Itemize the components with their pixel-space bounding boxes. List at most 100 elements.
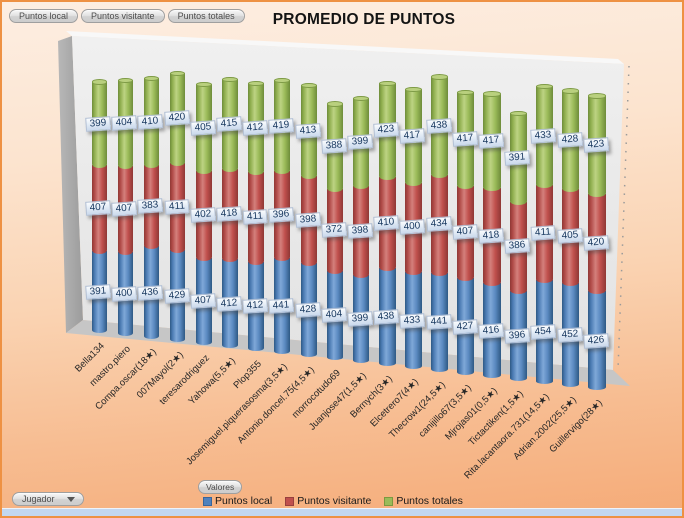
legend-swatch-red [285,496,295,506]
data-label: 427 [451,318,478,335]
data-label: 419 [268,117,295,134]
data-label: 402 [189,206,216,223]
data-label: 400 [111,285,137,302]
data-label: 391 [85,284,111,300]
data-label: 388 [320,138,347,155]
data-label: 407 [85,200,111,216]
legend-item-puntos-visitante[interactable]: Puntos visitante [285,495,371,507]
data-label: 412 [242,298,268,315]
legend-label: Puntos visitante [297,495,372,507]
field-button-bar: Puntos local Puntos visitante Puntos tot… [9,9,245,23]
cylinder-top-cap [143,75,160,82]
values-field-button[interactable]: Valores [198,480,243,494]
data-label: 417 [451,131,478,148]
cylinder-top-cap [509,110,527,117]
data-label: 416 [478,322,504,339]
data-label: 428 [294,302,321,318]
legend-item-puntos-local[interactable]: Puntos local [203,495,272,507]
data-label: 412 [242,119,268,136]
data-label: 407 [189,293,216,310]
wall-left-edge [58,36,83,333]
worksheet-edge-strip [2,508,682,516]
data-label: 405 [556,228,583,244]
field-button-puntos-local[interactable]: Puntos local [9,9,79,23]
legend-swatch-blue [203,496,212,506]
data-label: 434 [425,216,452,232]
data-label: 420 [163,110,190,126]
cylinder-top-cap [222,76,238,83]
cylinder-top-cap [274,77,291,84]
data-label: 410 [373,214,399,231]
data-label: 399 [85,115,111,132]
cylinder-top-cap [378,80,396,86]
chart-title: PROMEDIO DE PUNTOS [272,11,456,28]
data-label: 441 [425,314,452,331]
data-label: 413 [294,122,321,139]
legend-swatch-green [384,496,394,506]
legend-label: Puntos local [215,495,273,507]
cylinder-top-cap [91,79,107,85]
data-label: 405 [189,120,216,136]
data-label: 429 [163,288,190,305]
data-label: 411 [242,209,268,225]
cylinder-top-cap [483,91,501,97]
data-label: 438 [373,309,399,326]
data-label: 433 [530,127,557,144]
data-label: 436 [137,284,164,301]
cylinder-top-cap [352,95,370,102]
cylinder-top-cap [431,74,449,80]
cylinder-top-cap [561,88,580,94]
cylinder-top-cap [117,77,133,84]
data-label: 396 [504,327,530,344]
cylinder-top-cap [248,80,265,87]
legend-label: Puntos totales [396,495,463,507]
data-label: 423 [373,122,399,138]
cylinder-top-cap [535,83,554,90]
chevron-down-icon [66,496,75,502]
data-label: 391 [504,149,530,166]
cylinder-top-cap [326,101,343,107]
data-label: 417 [399,128,426,144]
data-label: 418 [216,206,242,222]
data-label: 398 [347,222,373,239]
data-label: 399 [347,134,373,151]
cylinder-top-cap [300,82,317,89]
cylinder-top-cap [587,93,606,99]
data-label: 383 [137,197,164,214]
data-label: 396 [268,206,295,223]
data-label: 410 [137,113,164,130]
data-label: 386 [504,238,530,255]
data-label: 441 [268,298,295,314]
data-label: 420 [582,234,609,251]
data-label: 372 [320,222,347,238]
legend-item-puntos-totales[interactable]: Puntos totales [384,495,463,507]
data-label: 398 [294,211,321,228]
data-label: 428 [556,132,583,148]
data-label: 418 [478,228,504,244]
data-label: 404 [111,115,137,131]
data-label: 407 [451,224,478,241]
data-label: 438 [425,118,452,134]
cylinder-top-cap [169,70,186,77]
legend: Puntos local Puntos visitante Puntos tot… [203,495,463,507]
data-label: 426 [582,332,609,349]
data-label: 411 [530,224,556,241]
data-label: 415 [216,116,242,133]
wall-top-edge [66,31,624,64]
data-label: 399 [347,310,373,327]
data-label: 407 [111,200,137,217]
data-label: 412 [216,295,242,312]
data-label: 400 [399,219,426,236]
data-label: 404 [320,307,347,324]
cylinder-top-cap [405,86,422,93]
data-label: 452 [556,327,583,343]
field-button-puntos-visitante[interactable]: Puntos visitante [81,9,165,23]
cylinder-top-cap [457,89,475,96]
data-label: 417 [478,133,504,149]
data-label: 423 [582,136,609,153]
data-label: 433 [399,312,426,329]
axis-field-dropdown[interactable]: Jugador [12,492,84,506]
cylinder-top-cap [196,81,212,88]
field-button-puntos-totales[interactable]: Puntos totales [167,9,245,23]
